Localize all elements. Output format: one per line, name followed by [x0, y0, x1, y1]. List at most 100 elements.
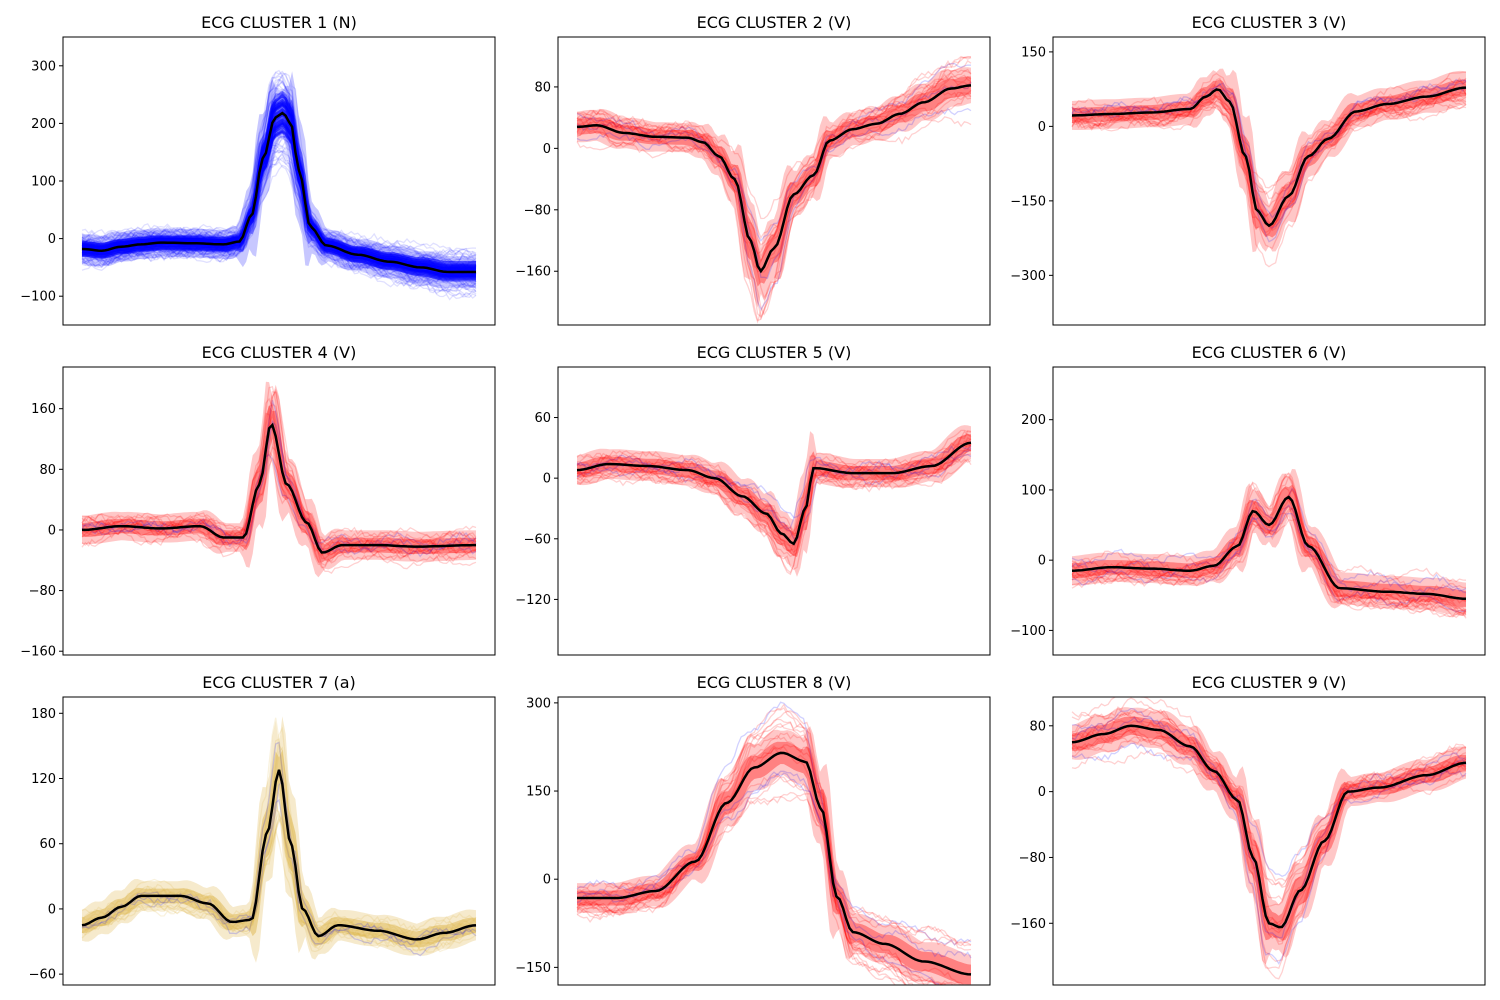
- beat-trace: [81, 135, 477, 257]
- beat-trace: [576, 56, 972, 318]
- beat-trace: [81, 125, 477, 267]
- y-tick-label: 180: [31, 707, 56, 722]
- beat-trace: [81, 119, 477, 292]
- beat-trace: [1071, 474, 1467, 613]
- y-tick-label: 80: [534, 80, 551, 95]
- beat-trace: [1071, 102, 1467, 217]
- beat-trace: [1071, 499, 1467, 619]
- beat-trace: [576, 744, 947, 985]
- subplot-4: 160 80 0 −80 −160 ECG CLUSTER 4 (V): [20, 343, 496, 660]
- beat-trace: [576, 443, 972, 554]
- beat-trace: [576, 745, 969, 985]
- y-tick-label: 0: [1038, 785, 1046, 800]
- beat-trace: [81, 135, 477, 275]
- subplot-title: ECG CLUSTER 5 (V): [697, 343, 852, 362]
- subplot-title: ECG CLUSTER 6 (V): [1192, 343, 1347, 362]
- beat-trace: [81, 814, 477, 941]
- beat-trace: [576, 69, 972, 324]
- beat-trace: [1071, 498, 1467, 618]
- beat-trace: [81, 134, 477, 263]
- beat-trace: [81, 160, 477, 275]
- confidence-band-1: [82, 716, 476, 963]
- plot-area: [576, 425, 972, 577]
- beat-trace: [576, 82, 972, 273]
- y-tick-label: −160: [1010, 917, 1046, 932]
- y-tick-label: −150: [515, 961, 551, 976]
- beat-trace: [81, 98, 477, 272]
- beat-trace: [81, 123, 476, 264]
- beat-trace: [81, 121, 476, 280]
- y-tick-label: −160: [515, 265, 551, 280]
- beat-trace: [576, 89, 972, 246]
- beat-trace: [81, 121, 477, 281]
- plot-area: [1071, 68, 1467, 268]
- beat-trace: [1071, 87, 1467, 234]
- subplot-title: ECG CLUSTER 7 (a): [202, 673, 356, 692]
- beat-trace: [81, 121, 476, 267]
- beat-trace: [81, 400, 477, 558]
- beat-trace: [1071, 80, 1467, 243]
- y-tick-label: −120: [515, 593, 551, 608]
- beat-trace: [81, 123, 476, 266]
- axes-frame: [1052, 36, 1486, 326]
- beat-trace: [1071, 488, 1467, 614]
- beat-trace: [81, 103, 476, 279]
- beat-trace: [81, 813, 477, 945]
- beat-trace: [1071, 707, 1467, 970]
- y-tick-label: 160: [31, 402, 56, 417]
- y-tick-label: 80: [1029, 719, 1046, 734]
- y-tick-label: 0: [48, 902, 56, 917]
- confidence-band-2: [1072, 716, 1466, 941]
- beat-trace: [81, 127, 476, 277]
- y-tick-label: 300: [31, 59, 56, 74]
- beat-trace: [1071, 486, 1467, 615]
- y-tick-label: −150: [1010, 194, 1046, 209]
- beat-trace: [81, 452, 477, 567]
- beat-trace: [81, 124, 476, 275]
- beat-trace: [576, 449, 972, 535]
- confidence-band-2: [82, 750, 476, 948]
- beat-trace: [81, 148, 477, 269]
- confidence-band-1: [577, 726, 971, 985]
- plot-area: [81, 381, 477, 578]
- mean-beat-line: [81, 111, 476, 274]
- y-tick-label: −100: [1010, 624, 1046, 639]
- subplot-title: ECG CLUSTER 8 (V): [697, 673, 852, 692]
- beat-trace: [576, 732, 910, 985]
- beat-trace: [81, 133, 477, 278]
- beat-trace: [576, 437, 972, 552]
- beat-trace: [1071, 736, 1467, 887]
- y-tick-label: 120: [31, 772, 56, 787]
- y-tick-label: −80: [1019, 851, 1046, 866]
- beat-trace: [81, 133, 477, 266]
- beat-trace: [81, 143, 476, 281]
- y-tick-label: −60: [524, 532, 551, 547]
- beat-trace: [81, 402, 477, 574]
- beat-trace: [576, 721, 943, 985]
- axes-frame: [557, 36, 991, 326]
- beat-trace: [576, 94, 972, 220]
- plot-area: [576, 701, 972, 985]
- beat-trace: [1072, 706, 1467, 943]
- mean-beat-line: [1071, 495, 1467, 601]
- beat-trace: [1071, 104, 1467, 200]
- beat-trace: [81, 726, 477, 953]
- beat-trace: [1071, 726, 1467, 934]
- beat-trace: [81, 810, 477, 945]
- subplot-6: 200 100 0 −100 ECG CLUSTER 6 (V): [1010, 343, 1486, 656]
- beat-trace: [81, 113, 476, 279]
- subplot-1: 300 200 100 0 −100 ECG CLUSTER 1 (N): [20, 13, 496, 326]
- beat-trace: [576, 107, 972, 243]
- subplot-5: 60 0 −60 −120 ECG CLUSTER 5 (V): [515, 343, 991, 656]
- beat-trace: [81, 73, 477, 295]
- subplot-title: ECG CLUSTER 3 (V): [1192, 13, 1347, 32]
- beat-trace: [81, 104, 476, 272]
- beat-trace: [1071, 476, 1467, 617]
- y-tick-label: 100: [31, 175, 56, 190]
- beat-trace: [81, 128, 477, 270]
- beat-trace: [81, 746, 477, 953]
- beat-trace: [1071, 512, 1467, 595]
- beat-trace: [1071, 77, 1467, 268]
- beat-trace: [576, 73, 972, 255]
- beat-trace: [576, 723, 897, 985]
